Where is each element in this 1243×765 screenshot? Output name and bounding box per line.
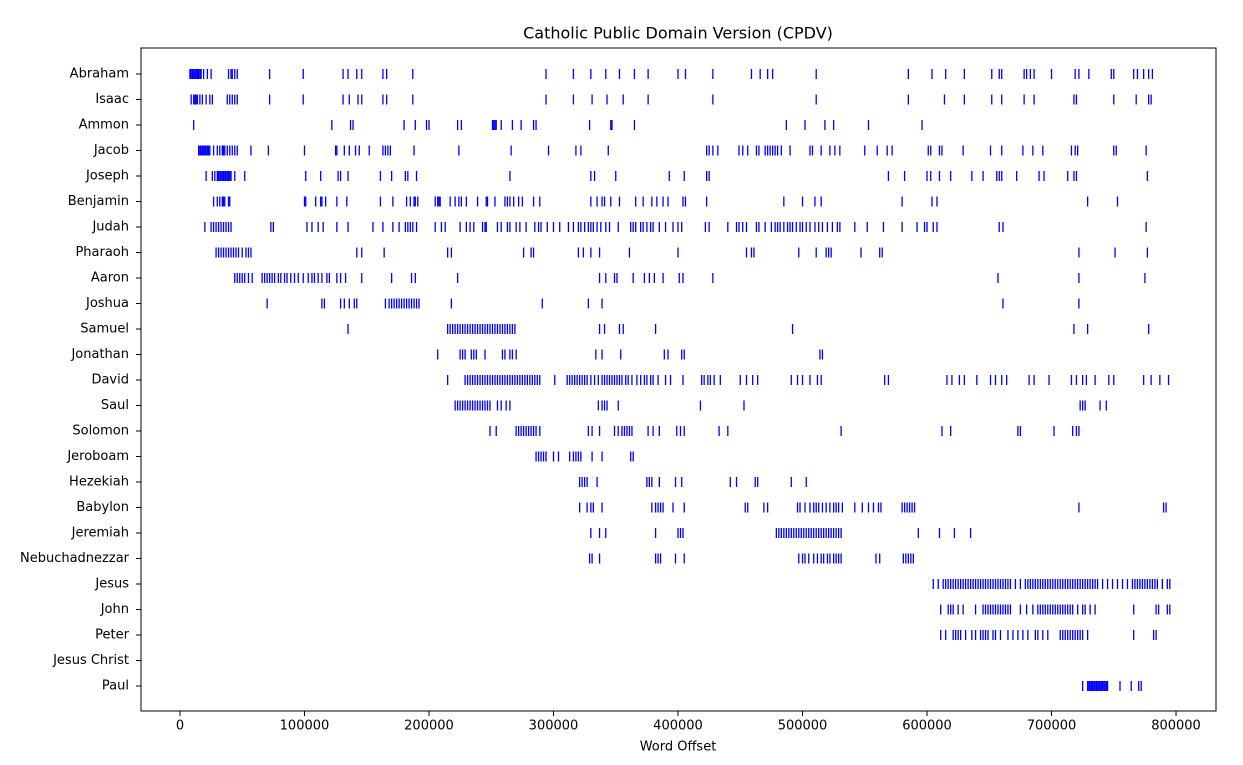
y-tick-label: John [100,602,129,617]
y-tick-label: David [91,373,129,388]
y-tick-label: Nebuchadnezzar [20,551,130,566]
x-tick-label: 400000 [653,719,703,734]
y-tick-label: Samuel [80,322,129,337]
y-tick-label: Joseph [85,169,129,184]
chart-title: Catholic Public Domain Version (CPDV) [523,24,833,43]
x-tick-label: 200000 [404,719,454,734]
y-tick-label: Ammon [79,118,129,133]
y-tick-label: Paul [102,679,129,694]
y-tick-label: Babylon [76,500,129,515]
x-tick-label: 100000 [280,719,330,734]
y-tick-label: Jeroboam [66,449,129,464]
y-tick-label: Abraham [70,67,129,82]
x-axis-label: Word Offset [640,740,717,755]
y-tick-label: Pharaoh [75,245,129,260]
y-tick-label: Jacob [93,143,129,158]
y-tick-label: Peter [95,628,129,643]
y-tick-label: Jesus [94,577,129,592]
x-tick-label: 300000 [529,719,579,734]
x-tick-label: 600000 [902,719,952,734]
y-tick-label: Joshua [85,296,129,311]
y-tick-label: Benjamin [68,194,129,209]
x-tick-label: 700000 [1027,719,1077,734]
y-tick-label: Aaron [91,271,129,286]
y-tick-label: Hezekiah [69,475,129,490]
y-tick-label: Jonathan [70,347,129,362]
y-tick-label: Judah [91,220,129,235]
y-tick-label: Jesus Christ [52,653,129,668]
x-tick-label: 500000 [778,719,828,734]
x-tick-label: 800000 [1151,719,1201,734]
y-tick-label: Isaac [95,92,129,107]
y-tick-label: Saul [101,398,129,413]
x-tick-label: 0 [176,719,184,734]
y-tick-label: Solomon [72,424,129,439]
y-tick-label: Jeremiah [71,526,129,541]
